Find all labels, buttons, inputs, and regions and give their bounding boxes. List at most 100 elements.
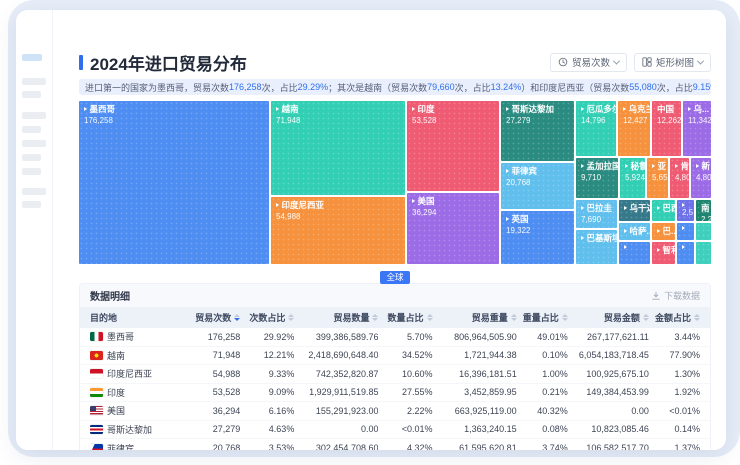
treemap-cell-vietnam[interactable]: 越南 71,948: [271, 101, 405, 195]
table-cell: 9.09%: [268, 387, 295, 398]
column-header-5[interactable]: 贸易重量: [433, 311, 517, 324]
treemap-cell-bangladesh[interactable]: 孟加拉国 9,710: [576, 158, 618, 198]
treemap-cell-label: 南: [701, 203, 711, 214]
table-cell: 149,384,453.99: [586, 387, 649, 398]
treemap-cell-small-6[interactable]: [696, 242, 711, 264]
treemap-cell-uganda[interactable]: 乌干达: [619, 200, 650, 221]
table-cell: 1,929,911,519.85: [309, 387, 379, 398]
table-cell: 16,396,181.51: [459, 368, 517, 379]
treemap-cell-label: 巴西: [657, 203, 675, 214]
treemap-cell-small-5[interactable]: [696, 223, 711, 240]
treemap-cell-pakistan[interactable]: 巴基斯坦: [576, 230, 617, 264]
table-cell: 302,454,708.60: [315, 443, 379, 450]
treemap-cell-ya-truncated[interactable]: 亚5,650: [647, 158, 668, 198]
column-header-1[interactable]: 贸易次数: [180, 311, 241, 324]
treemap-cell-name: 英国: [511, 214, 529, 224]
treemap-cell-small-1[interactable]: [619, 242, 650, 264]
column-header-7[interactable]: 贸易金额: [568, 311, 649, 324]
column-header-label: 目的地: [90, 313, 118, 323]
summary-value: 9.15%: [692, 82, 711, 92]
treemap-cell-peru[interactable]: 秘鲁 5,924: [620, 158, 645, 198]
table-section-title: 数据明细: [90, 292, 130, 303]
treemap-cell-paraguay[interactable]: 巴拉圭 7,690: [576, 200, 617, 228]
treemap-cell-mexico[interactable]: 墨西哥 176,258: [79, 101, 269, 264]
table-cell: 155,291,923.00: [315, 405, 379, 416]
summary-value: 55,080: [629, 82, 657, 92]
download-data-button[interactable]: 下载数据: [651, 289, 700, 302]
metric-select-button[interactable]: 贸易次数: [549, 52, 627, 72]
sidebar-item: [22, 78, 46, 85]
chart-type-select-button[interactable]: 矩形树图: [633, 52, 711, 72]
treemap-root-badge[interactable]: 全球: [380, 270, 410, 285]
expand-icon: [675, 164, 678, 169]
sidebar-item: [22, 140, 46, 147]
treemap-cell-value: 71,948: [276, 115, 301, 125]
table-cell: 399,386,589.76: [315, 331, 379, 342]
treemap-cell-ecuador[interactable]: 厄瓜多尔14,796: [576, 101, 616, 156]
treemap-cell-brazil[interactable]: 巴西: [652, 200, 675, 221]
treemap-cell-value: 27,279: [506, 115, 531, 125]
table-cell: 36,294: [212, 405, 241, 416]
treemap-cell-name: 乌干达: [629, 203, 651, 213]
treemap-cell-small-3[interactable]: [677, 223, 694, 240]
column-header-8[interactable]: 金额占比: [649, 311, 700, 324]
treemap-cell-small-2[interactable]: 2,5: [677, 200, 694, 221]
table-cell: 27.55%: [402, 387, 433, 398]
column-header-2[interactable]: 次数占比: [240, 311, 295, 324]
expand-icon: [581, 206, 584, 211]
table-cell: 20,768: [212, 443, 241, 450]
expand-icon: [624, 245, 627, 249]
column-header-3[interactable]: 贸易数量: [294, 311, 379, 324]
treemap-cell-u-truncated[interactable]: 乌... 11,342: [683, 101, 711, 156]
treemap-cell-name: 印度尼西亚: [281, 200, 325, 210]
sidebar-item: [22, 188, 46, 195]
destination-name: 越南: [107, 350, 126, 361]
sort-asc-caret: [694, 313, 700, 317]
summary-text: 次，占比: [656, 82, 693, 93]
column-header-6[interactable]: 重量占比: [517, 311, 568, 324]
table-cell: 1.37%: [674, 443, 700, 450]
treemap-cell-name: 印度: [417, 104, 435, 114]
treemap-cell-value: 11,342: [688, 115, 711, 125]
treemap-cell-costa-rica[interactable]: 哥斯达黎加 27,279: [501, 101, 574, 161]
table-cell: 106,582,517.70: [586, 443, 649, 450]
expand-icon: [276, 107, 279, 112]
table-cell: 10,823,085.46: [591, 424, 649, 435]
destination-name: 印度尼西亚: [107, 369, 153, 380]
treemap-cell-usa[interactable]: 美国 36,294: [407, 193, 499, 264]
treemap-cell-ken-truncated[interactable]: 肯4,806: [670, 158, 689, 198]
treemap-cell-uk[interactable]: 英国 19,322: [501, 211, 574, 264]
table-cell: 6,054,183,718.45: [578, 350, 649, 361]
treemap-cell-kazakh[interactable]: 哈萨...: [619, 223, 650, 240]
flag-icon-in: [90, 387, 103, 397]
treemap-cell-india[interactable]: 印度 53,528: [407, 101, 499, 191]
treemap-cell-name: 菲律宾: [511, 166, 538, 176]
treemap-cell-china[interactable]: 中国 12,262: [652, 101, 681, 156]
treemap-cell-value: 7,690: [581, 214, 602, 224]
table-cell: 3.53%: [268, 443, 295, 450]
treemap-cell-chile[interactable]: 智利: [652, 242, 675, 264]
sort-asc-caret: [288, 313, 295, 317]
destination-name: 哥斯达黎加: [107, 424, 153, 435]
column-header-label: 重量占比: [522, 313, 559, 323]
table-cell: 0.08%: [542, 424, 568, 435]
treemap-cell-small-4[interactable]: [677, 242, 694, 264]
table-cell: 77.90%: [669, 350, 700, 361]
treemap-cell-label: 越南: [276, 104, 405, 115]
column-header-4[interactable]: 数量占比: [378, 311, 433, 324]
table-cell: 806,964,505.90: [454, 331, 517, 342]
table-row: 菲律宾 20,768 3.53% 302,454,708.60 4.32% 61,595,…: [80, 439, 710, 450]
sort-icon: [426, 313, 433, 322]
treemap-cell-ukraine[interactable]: 乌克兰 12,427: [618, 101, 650, 156]
column-header-label: 贸易金额: [603, 313, 640, 323]
treemap-cell-label: 孟加拉国: [581, 161, 618, 172]
treemap-cell-philippines[interactable]: 菲律宾 20,768: [501, 163, 574, 209]
treemap-cell-label: 巴拉圭: [581, 203, 617, 214]
treemap-cell-xin-truncated[interactable]: 新4,804: [691, 158, 711, 198]
treemap-cell-label: 巴...: [657, 226, 675, 237]
treemap-cell-indonesia[interactable]: 印度尼西亚 54,988: [271, 197, 405, 264]
treemap-cell-nan-truncated[interactable]: 南 2,2: [696, 200, 711, 221]
table-cell: 29.92%: [263, 331, 295, 342]
chart-type-select-label: 矩形树图: [655, 58, 694, 69]
treemap-cell-ba-truncated[interactable]: 巴...: [652, 223, 675, 240]
